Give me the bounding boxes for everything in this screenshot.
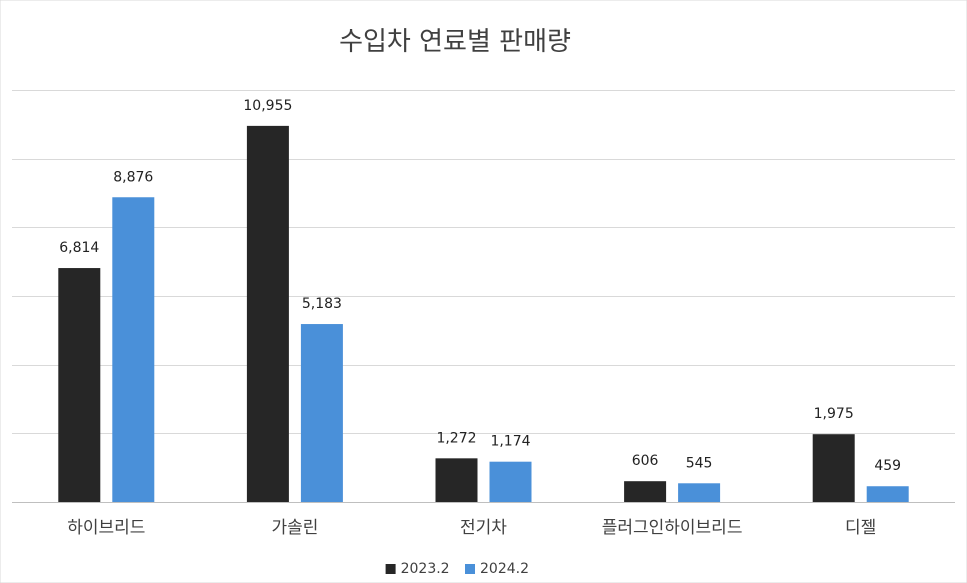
bar-1-3 [435, 458, 478, 502]
chart-title: 수입차 연료별 판매량 [339, 27, 571, 57]
legend-label: 2024.2 [480, 561, 529, 577]
category-label: 플러그인하이브리드 [602, 518, 743, 538]
data-label: 6,814 [59, 240, 99, 256]
bar-1-1 [58, 268, 101, 502]
data-label: 1,975 [814, 406, 854, 422]
data-label: 545 [686, 455, 713, 471]
legend: 2023.2 2024.2 [385, 561, 529, 577]
category-axis: 하이브리드 가솔린 전기차 플러그인하이브리드 디젤 [67, 518, 876, 538]
category-label: 전기차 [460, 518, 507, 538]
data-labels: 6,814 8,876 10,955 5,183 1,272 1,174 606 545 1,9… [59, 98, 901, 474]
data-label: 1,272 [436, 430, 476, 446]
legend-label: 2023.2 [401, 561, 450, 577]
bar-1-4 [624, 481, 667, 502]
data-label: 606 [632, 453, 659, 469]
data-label: 1,174 [490, 434, 530, 450]
bar-1-2 [246, 125, 289, 503]
data-label: 10,955 [243, 98, 292, 114]
bar-2-4 [678, 483, 721, 502]
data-label: 5,183 [302, 296, 342, 312]
bar-2-3 [489, 461, 532, 502]
category-label: 하이브리드 [67, 518, 145, 538]
bar-2-1 [112, 197, 155, 503]
category-label: 가솔린 [271, 518, 318, 538]
legend-swatch-1 [385, 564, 396, 574]
data-label: 8,876 [113, 169, 153, 185]
category-label: 디젤 [845, 518, 876, 538]
gridlines [12, 90, 955, 503]
bar-2-2 [300, 324, 343, 502]
bar-2-5 [866, 486, 909, 502]
bar-1-5 [812, 434, 855, 502]
data-label: 459 [874, 458, 901, 474]
bars [58, 125, 909, 503]
legend-swatch-2 [465, 564, 475, 574]
